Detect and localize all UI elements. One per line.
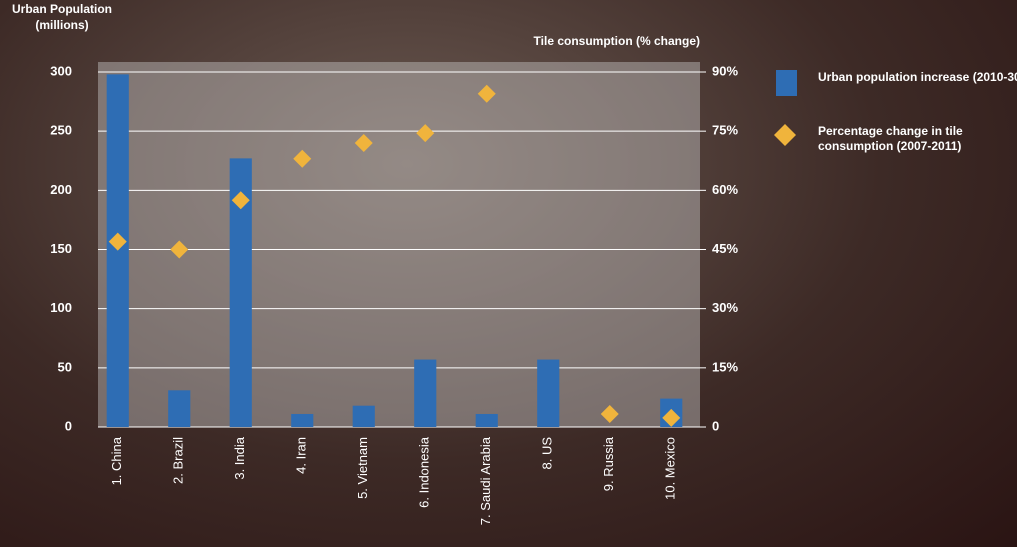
y2-tick-label: 0 (712, 418, 719, 433)
y-axis-title: Urban Population (12, 2, 112, 16)
y-tick-label: 200 (50, 182, 72, 197)
legend-entry: Percentage change in tile consumption (2… (818, 124, 963, 153)
y-tick-label: 100 (50, 300, 72, 315)
y-axis-title: (millions) (35, 18, 88, 32)
x-tick-label: 10. Mexico (663, 437, 678, 500)
y-tick-label: 50 (58, 359, 72, 374)
diamond (477, 84, 496, 103)
bar (414, 359, 437, 427)
x-tick-label: 2. Brazil (171, 437, 186, 484)
x-tick-label: 6. Indonesia (417, 436, 432, 508)
bar (229, 158, 252, 427)
y2-axis-title: Tile consumption (% change) (534, 34, 700, 48)
x-tick-label: 3. India (232, 436, 247, 479)
diamond (293, 149, 312, 168)
diamond (108, 232, 127, 251)
bar (475, 413, 498, 427)
bar (352, 405, 375, 427)
y2-tick-label: 15% (712, 359, 738, 374)
x-tick-label: 5. Vietnam (355, 437, 370, 499)
legend-swatch (776, 70, 797, 96)
x-tick-label: 7. Saudi Arabia (478, 436, 493, 525)
y2-tick-label: 60% (712, 182, 738, 197)
bar (537, 359, 560, 427)
bar (168, 390, 191, 427)
y-tick-label: 150 (50, 241, 72, 256)
diamond (662, 408, 681, 427)
x-tick-label: 8. US (540, 437, 555, 470)
x-tick-label: 1. China (109, 436, 124, 485)
diamond (600, 404, 619, 423)
x-tick-label: 4. Iran (294, 437, 309, 474)
diamond (170, 240, 189, 259)
y-tick-label: 0 (65, 418, 72, 433)
diamond (354, 134, 373, 152)
y2-tick-label: 90% (712, 63, 738, 78)
x-tick-label: 9. Russia (601, 436, 616, 491)
diamond (231, 191, 250, 210)
y2-tick-label: 45% (712, 241, 738, 256)
legend-entry: Urban population increase (2010-30) (818, 70, 1017, 84)
bar (291, 413, 314, 427)
y2-tick-label: 30% (712, 300, 738, 315)
y-tick-label: 250 (50, 123, 72, 138)
diamond (416, 124, 435, 143)
y2-tick-label: 75% (712, 123, 738, 138)
y-tick-label: 300 (50, 63, 72, 78)
plot-area (98, 62, 700, 427)
bar (106, 74, 129, 427)
